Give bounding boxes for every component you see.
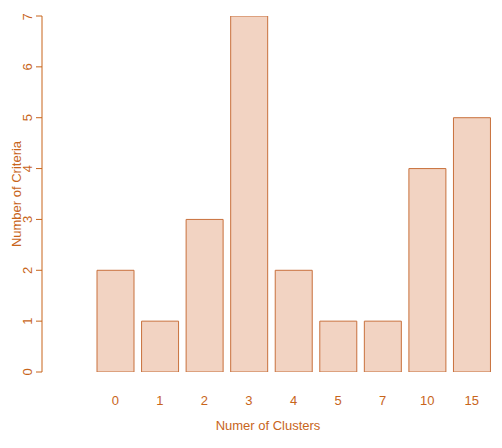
svg-text:1: 1 xyxy=(156,393,163,408)
svg-text:4: 4 xyxy=(290,393,297,408)
svg-text:6: 6 xyxy=(20,63,35,70)
svg-text:3: 3 xyxy=(245,393,252,408)
svg-text:Number of Criteria: Number of Criteria xyxy=(9,140,24,247)
svg-text:4: 4 xyxy=(20,165,35,173)
svg-text:10: 10 xyxy=(420,393,434,408)
svg-text:7: 7 xyxy=(20,13,35,20)
svg-text:7: 7 xyxy=(379,393,386,408)
svg-text:5: 5 xyxy=(334,393,341,408)
svg-text:2: 2 xyxy=(201,393,208,408)
svg-text:3: 3 xyxy=(20,215,35,223)
svg-text:0: 0 xyxy=(20,368,35,375)
svg-text:0: 0 xyxy=(112,393,119,408)
svg-text:2: 2 xyxy=(20,267,35,274)
svg-text:Numer of Clusters: Numer of Clusters xyxy=(216,418,321,433)
svg-text:15: 15 xyxy=(464,393,478,408)
svg-text:5: 5 xyxy=(20,114,35,121)
svg-text:1: 1 xyxy=(20,318,35,325)
